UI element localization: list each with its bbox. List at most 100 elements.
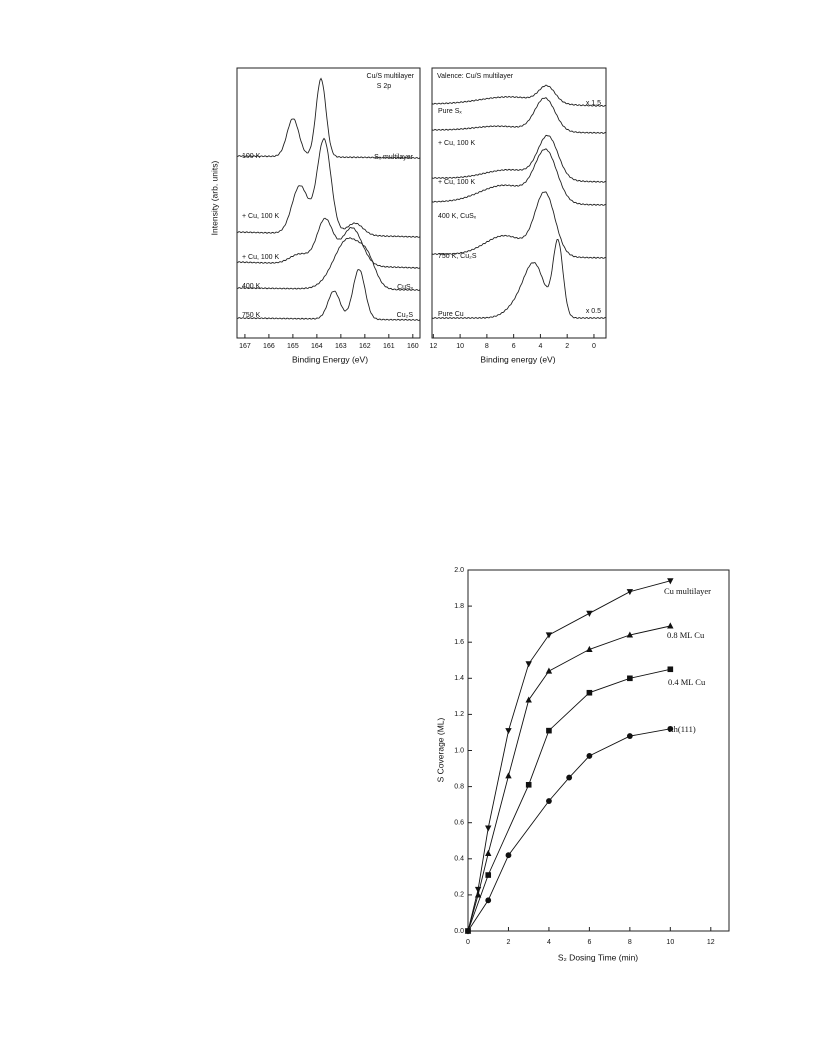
marker: [667, 578, 674, 585]
panel-title: Cu/S multilayer: [367, 73, 415, 80]
marker: [525, 781, 532, 788]
annotation: + Cu, 100 K: [242, 254, 279, 261]
spectrum-curve: [236, 77, 421, 159]
spectrum-curve: [431, 148, 607, 206]
series-label: 0.8 ML Cu: [667, 630, 705, 640]
annotation: 750 K, Cu₂S: [438, 253, 477, 260]
marker: [586, 645, 593, 652]
marker: [546, 727, 552, 734]
x-tick-label: 0: [466, 939, 470, 946]
x-tick-label: 8: [628, 939, 632, 946]
x-tick-label: 4: [538, 343, 542, 350]
x-tick-label: 161: [383, 343, 395, 350]
x-tick-label: 0: [592, 343, 596, 350]
annotation: + Cu, 100 K: [438, 179, 475, 186]
marker: [505, 728, 512, 735]
annotation: Pure Cu: [438, 311, 464, 318]
series-label: Cu multilayer: [664, 586, 711, 596]
x-tick-label: 160: [407, 343, 419, 350]
x-tick-label: 10: [666, 939, 674, 946]
annotation: + Cu, 100 K: [438, 140, 475, 147]
y-tick-label: 1.0: [454, 747, 464, 754]
y-tick-label: 1.2: [454, 711, 464, 718]
x-tick-label: 163: [335, 343, 347, 350]
marker: [626, 733, 633, 739]
annotation: x 1.5: [586, 100, 601, 107]
x-tick-label: 166: [263, 343, 275, 350]
y-tick-label: 0.8: [454, 783, 464, 790]
x-tick-label: 2: [507, 939, 511, 946]
spectra-frame: [431, 67, 607, 339]
spectrum-curve: [431, 191, 607, 259]
marker: [545, 632, 553, 639]
y-tick-label: 2.0: [454, 567, 464, 574]
marker: [586, 689, 593, 696]
spectrum-curve: [431, 238, 607, 320]
series-line: [467, 668, 671, 932]
y-axis-title: S Coverage (ML): [435, 717, 445, 782]
annotation: Pure Sₓ: [438, 108, 462, 115]
marker: [525, 661, 532, 668]
spectrum-curve: [431, 97, 607, 134]
spectrum-curve: [236, 137, 421, 238]
plot-frame: [467, 569, 730, 932]
x-tick-label: 6: [587, 939, 591, 946]
x-tick-label: 167: [239, 343, 251, 350]
spectrum-curve: [236, 217, 421, 269]
marker: [667, 725, 674, 732]
series-label: 0.4 ML Cu: [668, 677, 706, 687]
marker: [626, 631, 634, 638]
annotation: 400 K: [242, 283, 261, 290]
y-tick-label: 0.2: [454, 892, 464, 899]
y-axis-title: Intensity (arb. units): [209, 161, 219, 236]
x-tick-label: 8: [485, 343, 489, 350]
marker: [626, 589, 634, 596]
marker: [545, 667, 553, 674]
marker: [485, 849, 492, 856]
y-tick-label: 1.8: [454, 603, 464, 610]
y-tick-label: 0.6: [454, 820, 464, 827]
marker: [546, 798, 552, 804]
x-tick-label: 164: [311, 343, 323, 350]
series-line: [467, 728, 671, 932]
spectrum-curve: [431, 134, 607, 183]
marker: [505, 772, 512, 779]
spectrum-curve: [431, 84, 607, 107]
marker: [586, 610, 593, 617]
x-tick-label: 6: [512, 343, 516, 350]
annotation: Cu₂S: [397, 312, 414, 319]
panel-title: Valence: Cu/S multilayer: [437, 73, 514, 80]
marker: [667, 622, 674, 629]
spectrum-curve: [236, 269, 421, 321]
annotation: 750 K: [242, 312, 261, 319]
annotation: x 0.5: [586, 308, 601, 315]
x-axis-title: S₂ Dosing Time (min): [558, 952, 638, 962]
x-tick-label: 162: [359, 343, 371, 350]
marker: [586, 753, 593, 759]
annotation: 400 K, CuSₓ: [438, 213, 477, 220]
annotation: + Cu, 100 K: [242, 213, 279, 220]
marker: [474, 891, 482, 898]
x-tick-label: 2: [565, 343, 569, 350]
annotation: CuSₓ: [397, 284, 414, 291]
y-tick-label: 0.4: [454, 856, 464, 863]
marker: [525, 696, 532, 703]
marker: [485, 872, 492, 878]
x-tick-label: 12: [707, 939, 715, 946]
x-tick-label: 4: [547, 939, 551, 946]
x-axis-title: Binding energy (eV): [480, 354, 555, 364]
y-tick-label: 0.0: [454, 928, 464, 935]
marker: [485, 897, 492, 904]
marker: [627, 675, 633, 682]
y-tick-label: 1.6: [454, 639, 464, 646]
x-tick-label: 165: [287, 343, 299, 350]
marker: [566, 774, 573, 781]
x-tick-label: 10: [456, 343, 464, 350]
x-axis-title: Binding Energy (eV): [292, 354, 368, 364]
panel-subtitle: S 2p: [377, 83, 392, 90]
marker: [505, 852, 512, 859]
y-tick-label: 1.4: [454, 675, 464, 682]
spectra-frame: [236, 67, 421, 339]
marker: [465, 928, 471, 934]
